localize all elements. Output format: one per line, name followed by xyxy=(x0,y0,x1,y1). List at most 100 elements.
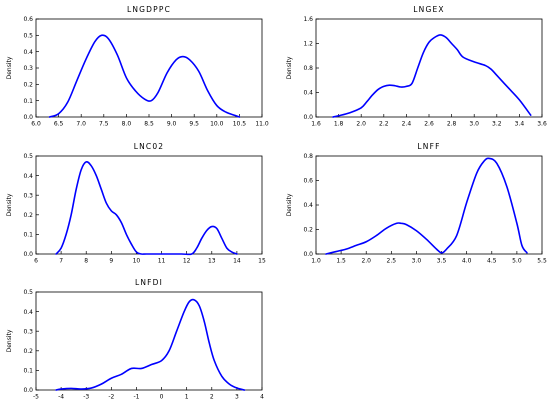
x-tick-label: 6 xyxy=(34,258,38,265)
x-tick-label: 11 xyxy=(158,258,166,265)
y-tick-label: 1.2 xyxy=(303,41,313,48)
x-tick-label: 10 xyxy=(133,258,141,265)
y-tick-label: 0.6 xyxy=(303,178,313,185)
y-tick-label: 0.3 xyxy=(23,65,33,72)
x-tick-label: 1.8 xyxy=(334,121,344,128)
x-tick-label: 8.0 xyxy=(122,121,132,128)
x-tick-label: 11.0 xyxy=(255,121,269,128)
x-tick-label: 4.0 xyxy=(462,258,472,265)
y-tick-label: 0.4 xyxy=(23,309,33,316)
y-tick-label: 0.3 xyxy=(23,192,33,199)
y-tick-label: 0.0 xyxy=(303,251,313,258)
y-tick-label: 0.4 xyxy=(23,173,33,180)
x-tick-label: 2.0 xyxy=(356,121,366,128)
density-curve xyxy=(55,160,238,256)
y-tick-label: 1.6 xyxy=(303,16,313,23)
y-axis-label: Density xyxy=(6,329,13,352)
x-tick-label: 5.5 xyxy=(537,258,547,265)
x-tick-label: 2.4 xyxy=(402,121,412,128)
x-tick-label: 1.5 xyxy=(336,258,346,265)
y-tick-label: 0.4 xyxy=(303,202,313,209)
x-tick-label: 2 xyxy=(210,394,214,401)
density-curve xyxy=(55,298,246,391)
y-tick-label: 0.5 xyxy=(23,153,33,160)
x-tick-label: 13 xyxy=(208,258,216,265)
x-tick-label: 3.6 xyxy=(537,121,547,128)
x-tick-label: 14 xyxy=(233,258,241,265)
y-tick-label: 0.8 xyxy=(303,65,313,72)
x-tick-label: 6.5 xyxy=(54,121,64,128)
x-tick-label: 2.2 xyxy=(379,121,389,128)
x-tick-label: 15 xyxy=(258,258,266,265)
y-tick-label: 0.2 xyxy=(23,82,33,89)
x-tick-label: -5 xyxy=(33,394,39,401)
plot-frame xyxy=(35,18,263,118)
x-tick-label: 5.0 xyxy=(512,258,522,265)
y-tick-label: 0.2 xyxy=(303,227,313,234)
chart-title: LNFF xyxy=(417,142,440,151)
y-tick-label: 0.5 xyxy=(23,33,33,40)
plot-frame xyxy=(315,155,543,255)
chart-title: LNC02 xyxy=(134,142,165,151)
x-tick-label: 0 xyxy=(160,394,164,401)
density-panel: LNFF Density 0.0 0.2 0.4 0.6 0.8 1.0 1.5 2.0 2.5 3.… xyxy=(286,142,547,265)
x-tick-label: -1 xyxy=(133,394,139,401)
x-tick-label: 2.5 xyxy=(387,258,397,265)
density-panel: LNGEX Density 0.0 0.4 0.8 1.2 1.6 1.6 1.8 2.0 2.2 2… xyxy=(286,5,547,128)
x-tick-label: 4 xyxy=(260,394,264,401)
x-tick-label: 8.5 xyxy=(144,121,154,128)
y-tick-label: 0.4 xyxy=(23,49,33,56)
x-tick-label: 9.0 xyxy=(167,121,177,128)
y-tick-label: 0.3 xyxy=(23,328,33,335)
x-tick-label: 3.2 xyxy=(492,121,502,128)
x-tick-label: 7.0 xyxy=(76,121,86,128)
x-tick-label: 3.4 xyxy=(515,121,525,128)
x-tick-label: 2.6 xyxy=(424,121,434,128)
x-tick-label: 3 xyxy=(235,394,239,401)
density-panel: LNC02 Density 0.0 0.1 0.2 0.3 0.4 0.5 6 7 8 9 10 11 12… xyxy=(6,142,266,265)
x-tick-label: 10.0 xyxy=(210,121,224,128)
x-tick-label: 4.5 xyxy=(487,258,497,265)
chart-title: LNFDI xyxy=(135,278,163,287)
x-tick-label: 1.6 xyxy=(311,121,321,128)
y-axis-label: Density xyxy=(286,193,293,216)
density-panel: LNGDPPC Density 0.0 0.1 0.2 0.3 0.4 0.5 0.6 6.0 6.… xyxy=(6,5,269,128)
density-curve xyxy=(48,34,241,118)
x-tick-label: 3.0 xyxy=(412,258,422,265)
y-axis-label: Density xyxy=(6,193,13,216)
x-tick-label: 6.0 xyxy=(31,121,41,128)
x-tick-label: 10.5 xyxy=(233,121,247,128)
y-axis-label: Density xyxy=(6,56,13,79)
plot-frame xyxy=(315,18,543,118)
x-tick-label: 8 xyxy=(84,258,88,265)
y-tick-label: 0.0 xyxy=(303,114,313,121)
plot-frame xyxy=(35,291,263,391)
y-tick-label: 0.0 xyxy=(23,251,33,258)
x-tick-label: 7 xyxy=(59,258,63,265)
x-tick-label: 2.8 xyxy=(447,121,457,128)
x-tick-label: 2.0 xyxy=(361,258,371,265)
x-tick-label: -4 xyxy=(58,394,64,401)
x-tick-label: -2 xyxy=(108,394,114,401)
density-curve xyxy=(332,34,532,118)
density-curve xyxy=(325,157,528,255)
x-tick-label: 3.5 xyxy=(437,258,447,265)
x-tick-label: 9.5 xyxy=(189,121,199,128)
y-tick-label: 0.8 xyxy=(303,153,313,160)
chart-title: LNGEX xyxy=(413,5,444,14)
x-tick-label: -3 xyxy=(83,394,89,401)
y-axis-label: Density xyxy=(286,56,293,79)
y-tick-label: 0.5 xyxy=(23,289,33,296)
y-tick-label: 0.1 xyxy=(23,232,33,239)
x-tick-label: 1.0 xyxy=(311,258,321,265)
y-tick-label: 0.0 xyxy=(23,114,33,121)
y-tick-label: 0.1 xyxy=(23,98,33,105)
x-tick-label: 3.0 xyxy=(469,121,479,128)
plot-frame xyxy=(35,155,263,255)
y-tick-label: 0.6 xyxy=(23,16,33,23)
x-tick-label: 12 xyxy=(183,258,191,265)
x-tick-label: 1 xyxy=(185,394,189,401)
density-panel: LNFDI Density 0.0 0.1 0.2 0.3 0.4 0.5 -5 -4 -3 -2 -1… xyxy=(6,278,264,401)
y-tick-label: 0.2 xyxy=(23,348,33,355)
